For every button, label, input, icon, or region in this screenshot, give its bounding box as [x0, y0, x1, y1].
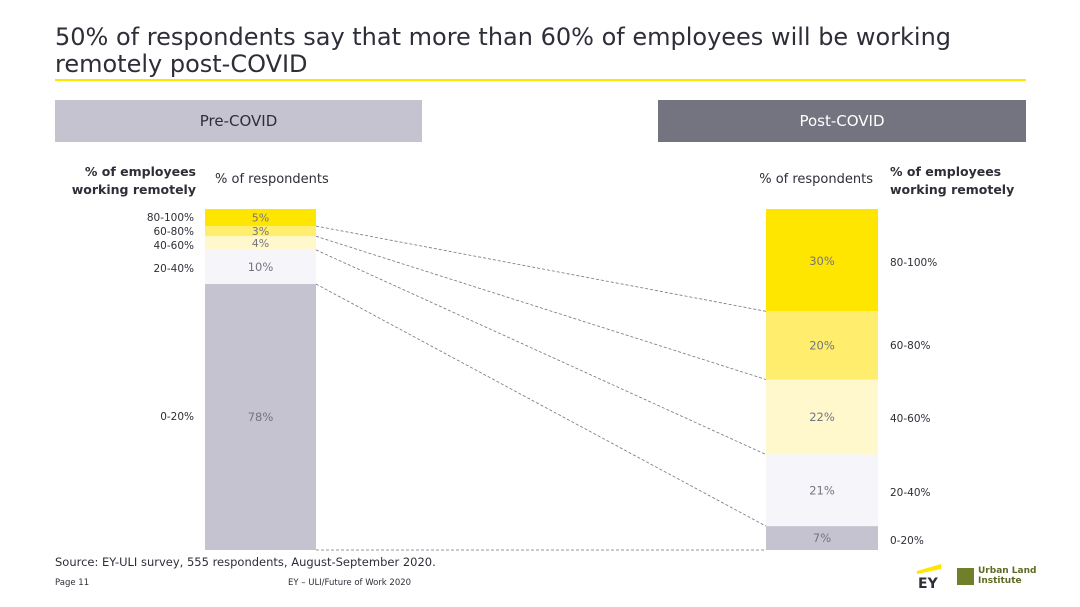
post-bar-segment-20-40 — [766, 454, 878, 527]
page-number: Page 11 — [55, 578, 90, 588]
post-value-label-60-80: 20% — [809, 338, 835, 352]
footer-text: EY – ULI/Future of Work 2020 — [288, 578, 412, 588]
post-value-label-80-100: 30% — [809, 254, 835, 268]
post-category-label-40-60: 40-60% — [890, 413, 931, 425]
post-category-label-20-40: 20-40% — [890, 487, 931, 499]
pre-category-label-0-20: 0-20% — [160, 411, 194, 423]
connector-line-80-100 — [315, 225, 767, 312]
uli-logo: Urban Land Institute — [957, 566, 1036, 586]
title-underline — [55, 79, 1026, 81]
post-bar-segment-40-60 — [766, 379, 878, 455]
source-note: Source: EY-ULI survey, 555 respondents, … — [55, 555, 436, 569]
pre-covid-banner: Pre-COVID — [55, 100, 422, 142]
post-value-label-0-20: 7% — [813, 531, 831, 545]
pre-bar-segment-80-100 — [205, 209, 316, 227]
pre-value-label-80-100: 5% — [252, 212, 269, 225]
pre-bar-segment-20-40 — [205, 249, 316, 285]
post-bar-segment-0-20 — [766, 526, 878, 550]
pre-category-label-80-100: 80-100% — [147, 212, 194, 224]
left-employees-header: % of employees working remotely — [71, 164, 196, 197]
uli-logo-line2: Institute — [978, 576, 1022, 586]
pre-value-label-0-20: 78% — [248, 410, 274, 424]
post-bar-segment-80-100 — [766, 209, 878, 312]
pre-value-label-60-80: 3% — [252, 225, 269, 238]
uli-logo-line1: Urban Land — [978, 566, 1037, 576]
post-category-label-0-20: 0-20% — [890, 535, 924, 547]
pre-value-label-20-40: 10% — [248, 260, 274, 274]
ey-logo-icon: EY — [917, 564, 941, 590]
post-covid-banner: Post-COVID — [658, 100, 1026, 142]
page-title: 50% of respondents say that more than 60… — [55, 23, 952, 78]
right-employees-header: % of employees working remotely — [890, 164, 1015, 197]
pre-category-label-20-40: 20-40% — [154, 263, 195, 275]
post-value-label-20-40: 21% — [809, 483, 835, 497]
pre-bar-segment-40-60 — [205, 236, 316, 250]
connector-line-40-60 — [315, 249, 767, 455]
uli-logo-icon — [957, 567, 974, 585]
post-category-label-80-100: 80-100% — [890, 257, 937, 269]
post-bar-segment-60-80 — [766, 311, 878, 380]
pre-category-label-40-60: 40-60% — [154, 240, 195, 252]
pre-bar-segment-0-20 — [205, 284, 316, 550]
pre-category-label-60-80: 60-80% — [154, 226, 195, 238]
connector-line-20-40 — [315, 283, 767, 527]
right-respondents-header: % of respondents — [759, 172, 873, 187]
post-category-label-60-80: 60-80% — [890, 340, 931, 352]
pre-bar-segment-60-80 — [205, 226, 316, 237]
svg-text:EY: EY — [918, 576, 939, 590]
pre-value-label-40-60: 4% — [252, 237, 269, 250]
connector-line-60-80 — [315, 235, 767, 380]
post-value-label-40-60: 22% — [809, 410, 835, 424]
left-respondents-header: % of respondents — [215, 172, 329, 187]
